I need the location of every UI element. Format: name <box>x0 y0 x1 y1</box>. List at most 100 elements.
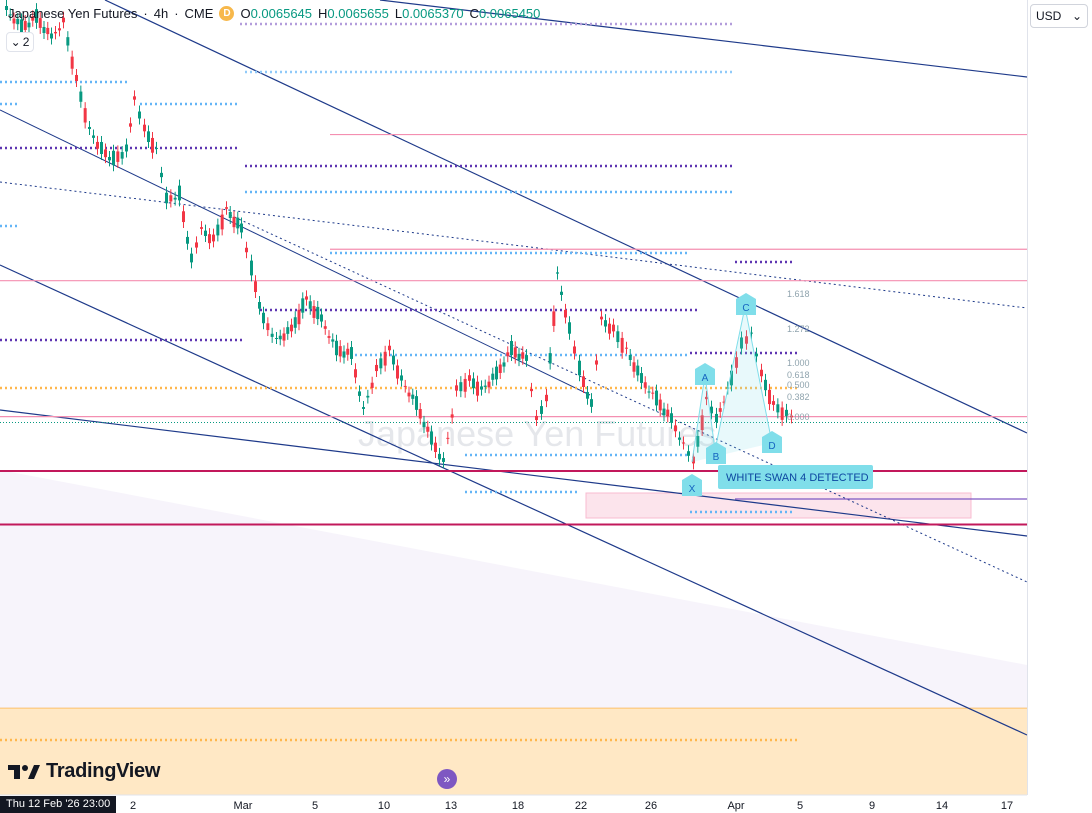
candle-body <box>604 320 607 327</box>
candle-body <box>112 150 115 166</box>
candle-body <box>338 346 342 357</box>
candle-body <box>178 185 181 201</box>
candle-body <box>521 352 525 359</box>
candle-body <box>772 401 775 405</box>
currency-select[interactable]: USD ⌄ <box>1030 4 1088 28</box>
ohlc-open: O0.0065645 <box>240 6 313 21</box>
candle-body <box>666 409 670 417</box>
candle-body <box>138 111 141 119</box>
candle-body <box>616 331 620 343</box>
candle-body <box>75 74 78 82</box>
candle-body <box>270 333 274 337</box>
candle-body <box>358 391 361 396</box>
candle-body <box>155 147 158 149</box>
candle-body <box>674 425 677 432</box>
candle-body <box>186 236 189 244</box>
candle-body <box>320 314 323 322</box>
price-scale[interactable] <box>1027 0 1092 795</box>
candle-body <box>200 227 203 229</box>
candle-body <box>498 364 502 373</box>
candle-body <box>258 302 261 309</box>
candle-body <box>232 216 236 228</box>
candle-body <box>651 392 655 394</box>
candle-body <box>442 458 445 462</box>
candle-body <box>434 442 437 453</box>
candle-body <box>582 376 585 387</box>
candle-body <box>632 362 636 372</box>
candle-body <box>510 340 513 356</box>
candle-body <box>366 395 370 398</box>
candle-body <box>92 135 95 138</box>
time-tick-label: 2 <box>130 800 136 812</box>
candle-body <box>120 152 124 159</box>
candle-body <box>530 388 533 392</box>
symbol-title[interactable]: Japanese Yen Futures <box>8 6 138 21</box>
candle-body <box>400 375 403 381</box>
candle-body <box>379 358 383 369</box>
indicators-toggle-button[interactable]: ⌄ 2 <box>6 32 34 52</box>
fib-label: 0.000 <box>787 412 810 422</box>
time-tick-label: 5 <box>797 800 803 812</box>
time-tick-label: 14 <box>936 800 948 812</box>
candle-body <box>480 386 483 390</box>
candle-body <box>16 18 20 25</box>
tradingview-logo-icon <box>8 764 40 779</box>
candle-body <box>790 415 793 418</box>
candle-body <box>290 324 293 332</box>
trend-channel-line <box>0 109 591 396</box>
candle-body <box>312 306 316 318</box>
candle-body <box>38 18 42 28</box>
candle-body <box>735 357 738 368</box>
candle-body <box>383 351 387 366</box>
candles <box>5 0 793 470</box>
candle-body <box>545 394 548 402</box>
legend-separator: · <box>143 6 148 21</box>
pattern-alert-text: WHITE SWAN 4 DETECTED <box>726 472 869 484</box>
time-tick-label: Apr <box>727 800 744 812</box>
candle-body <box>151 137 154 153</box>
candle-body <box>586 391 589 399</box>
interval-label[interactable]: 4h <box>153 6 169 21</box>
pattern-point-marker <box>695 363 715 385</box>
candle-body <box>535 415 538 421</box>
candle-body <box>625 347 628 349</box>
candle-body <box>46 27 50 35</box>
candle-body <box>426 426 430 432</box>
candle-body <box>468 375 471 381</box>
go-to-realtime-icon[interactable]: » <box>437 769 457 789</box>
candle-body <box>776 404 780 413</box>
time-tick-label: 9 <box>869 800 875 812</box>
candle-body <box>8 14 12 16</box>
delayed-data-badge[interactable]: D <box>219 6 235 21</box>
candle-body <box>564 309 567 318</box>
candle-body <box>495 366 498 380</box>
candle-body <box>335 340 338 356</box>
pattern-point-marker <box>706 442 726 464</box>
candle-body <box>476 381 479 396</box>
candle-body <box>760 369 763 377</box>
candle-body <box>129 123 132 127</box>
candle-body <box>459 382 463 392</box>
candle-body <box>450 414 454 418</box>
fib-label: 1.618 <box>787 289 810 299</box>
candle-body <box>96 141 99 149</box>
candle-body <box>42 26 46 34</box>
candle-body <box>700 415 704 431</box>
tradingview-logo[interactable]: TradingView <box>8 760 160 783</box>
candle-body <box>513 347 517 358</box>
candle-body <box>388 345 391 351</box>
candle-body <box>305 296 308 300</box>
candle-body <box>718 408 722 412</box>
candle-body <box>780 407 784 420</box>
candle-body <box>195 242 198 248</box>
candle-body <box>600 316 603 320</box>
candle-body <box>525 355 528 361</box>
candle-body <box>502 362 506 367</box>
candle-body <box>755 353 758 357</box>
candle-body <box>297 309 301 325</box>
pattern-point-marker <box>762 431 782 453</box>
candle-body <box>362 407 365 409</box>
candle-body <box>643 382 647 388</box>
